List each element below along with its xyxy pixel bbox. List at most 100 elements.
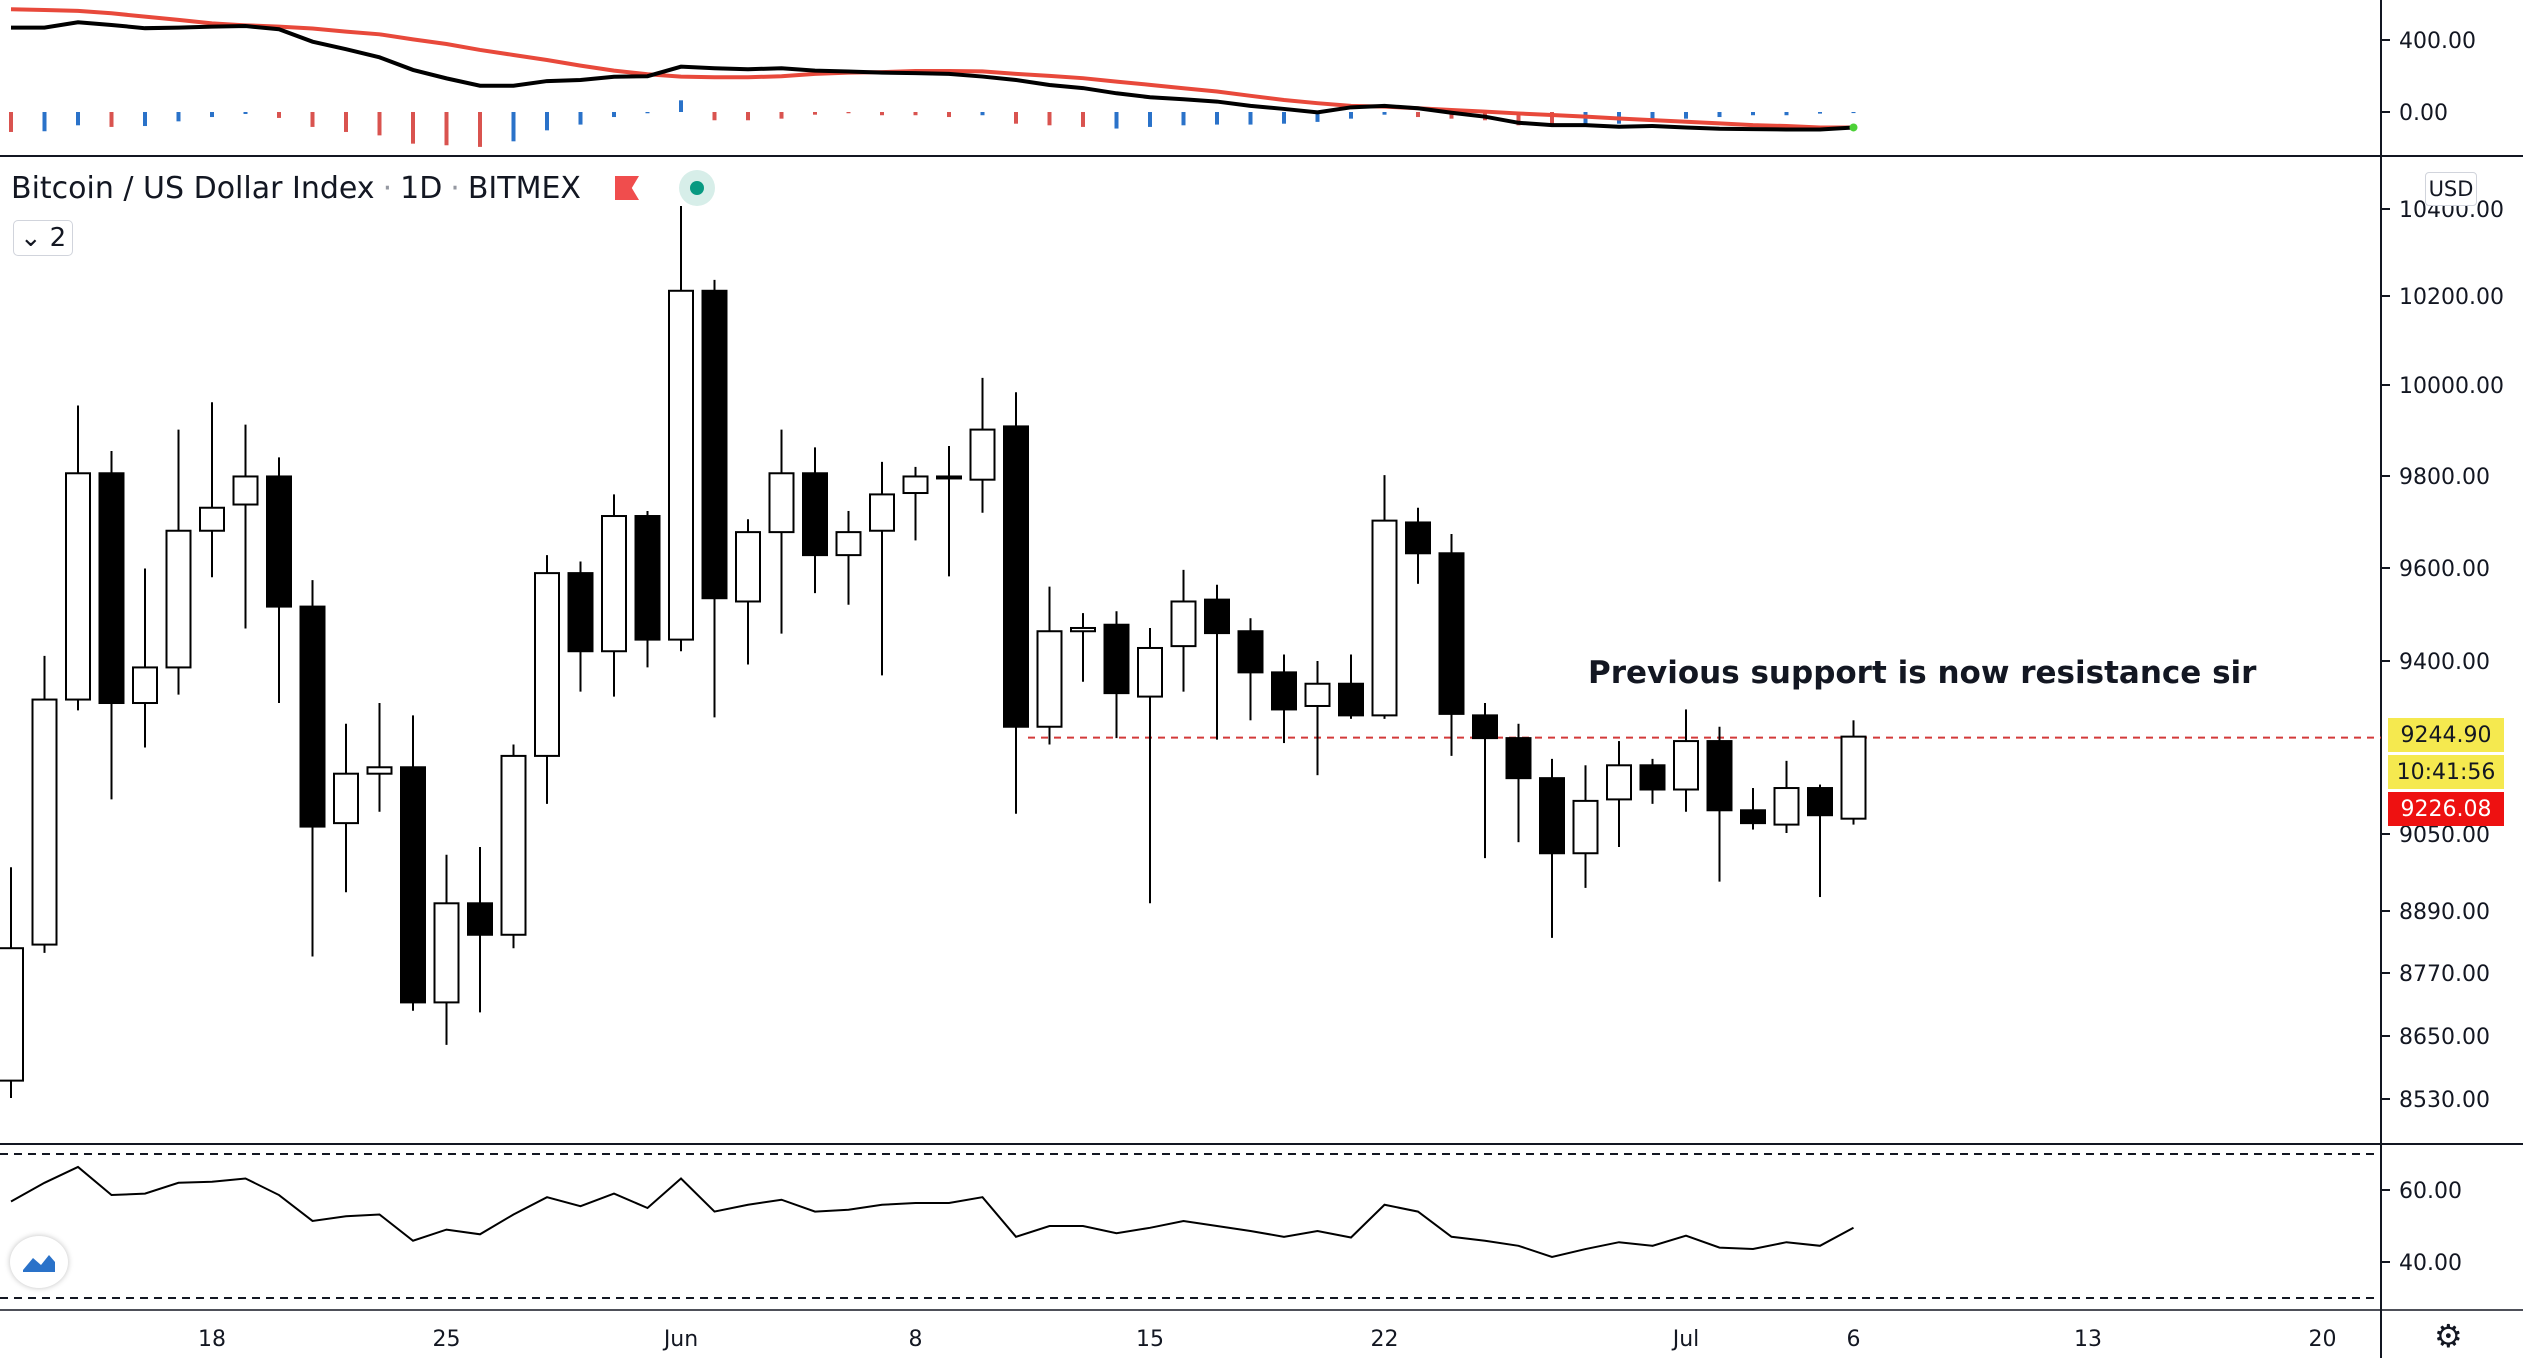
indicator-tick-label: 400.00 xyxy=(2399,29,2476,54)
horizontal-line-price-label: 9244.90 xyxy=(2388,718,2504,752)
candle xyxy=(500,754,527,936)
rsi-line xyxy=(10,1165,1854,1258)
cross-marker xyxy=(1849,123,1858,132)
candle xyxy=(1338,682,1364,717)
candle xyxy=(735,531,761,603)
candle xyxy=(65,472,91,701)
candle xyxy=(232,475,259,506)
candle xyxy=(1706,740,1733,812)
separator: · xyxy=(382,170,393,206)
symbol-name: Bitcoin / US Dollar Index xyxy=(11,170,375,206)
candle xyxy=(165,529,192,669)
candle xyxy=(1204,598,1230,635)
time-tick-label: 18 xyxy=(198,1327,226,1352)
candle xyxy=(1137,646,1163,698)
candle xyxy=(1438,552,1465,715)
candle xyxy=(869,493,895,532)
price-tick-label: 9400.00 xyxy=(2399,650,2490,675)
bar-countdown-label: 10:41:56 xyxy=(2388,755,2504,789)
symbol-legend[interactable]: Bitcoin / US Dollar Index · 1D · BITMEX xyxy=(11,170,715,206)
macd-line xyxy=(11,20,1854,132)
candle xyxy=(902,475,929,495)
candle xyxy=(1572,799,1599,855)
signal-line xyxy=(10,7,1854,130)
price-tick-label: 9800.00 xyxy=(2399,465,2490,490)
time-tick-label: 6 xyxy=(1847,1327,1861,1352)
settings-gear-icon[interactable]: ⚙ xyxy=(2434,1317,2463,1355)
candle xyxy=(1807,787,1833,817)
time-tick-label: 15 xyxy=(1136,1327,1164,1352)
rsi-tick-label: 60.00 xyxy=(2399,1179,2462,1204)
candle xyxy=(1606,764,1632,801)
rsi-tick-label: 40.00 xyxy=(2399,1251,2462,1276)
candle xyxy=(1773,787,1800,826)
candle xyxy=(299,605,326,828)
chevron-down-icon: ⌄ xyxy=(19,223,42,253)
time-tick-label: 8 xyxy=(909,1327,923,1352)
indicators-collapse-button[interactable]: ⌄ 2 xyxy=(13,220,73,256)
candle xyxy=(768,472,795,534)
candle xyxy=(0,947,24,1082)
candle xyxy=(835,531,862,557)
candle xyxy=(1170,600,1197,648)
candle xyxy=(266,475,292,608)
time-tick-label: Jul xyxy=(1671,1327,1700,1352)
last-price-label: 9226.08 xyxy=(2388,792,2504,826)
candle xyxy=(1673,740,1699,791)
price-tick-label: 8890.00 xyxy=(2399,900,2490,925)
candle xyxy=(802,472,828,557)
candle xyxy=(1304,682,1331,707)
interval[interactable]: 1D xyxy=(400,170,443,206)
flag-icon[interactable] xyxy=(615,176,639,200)
time-tick-label: 20 xyxy=(2309,1327,2337,1352)
candle xyxy=(936,475,962,480)
candle xyxy=(1840,735,1867,820)
exchange: BITMEX xyxy=(467,170,581,206)
price-tick-label: 8650.00 xyxy=(2399,1025,2490,1050)
candle xyxy=(1103,623,1130,695)
candle xyxy=(969,428,996,481)
price-tick-label: 10200.00 xyxy=(2399,285,2504,310)
candle xyxy=(1371,519,1398,717)
time-tick-label: 22 xyxy=(1371,1327,1399,1352)
candle xyxy=(634,515,661,641)
candle xyxy=(1237,630,1264,674)
price-tick-label: 8770.00 xyxy=(2399,962,2490,987)
time-tick-label: 13 xyxy=(2074,1327,2102,1352)
time-tick-label: Jun xyxy=(662,1327,698,1352)
currency-button[interactable]: USD xyxy=(2425,172,2477,206)
candle xyxy=(534,572,560,757)
candle xyxy=(132,666,158,705)
candle xyxy=(1070,626,1096,633)
candle xyxy=(366,766,393,775)
candle xyxy=(31,698,58,946)
price-tick-label: 9050.00 xyxy=(2399,823,2490,848)
candle xyxy=(98,472,125,705)
candle xyxy=(467,902,493,936)
time-tick-label: 25 xyxy=(433,1327,461,1352)
chart-annotation-text[interactable]: Previous support is now resistance sir xyxy=(1588,655,2257,691)
candle xyxy=(1472,714,1498,740)
candle xyxy=(668,289,694,641)
candle xyxy=(333,772,359,825)
separator: · xyxy=(450,170,460,206)
candle xyxy=(1740,809,1766,825)
indicator-tick-label: 0.00 xyxy=(2399,101,2448,126)
candle xyxy=(1539,777,1565,855)
candle xyxy=(1003,425,1029,728)
candle xyxy=(567,572,594,653)
candle xyxy=(1505,737,1532,780)
candle xyxy=(1405,521,1431,555)
price-tick-label: 10000.00 xyxy=(2399,374,2504,399)
candle xyxy=(601,515,627,653)
candle xyxy=(1036,630,1063,728)
candle xyxy=(433,902,460,1004)
candle xyxy=(199,506,225,532)
indicator-count: 2 xyxy=(49,223,67,253)
candle xyxy=(1639,764,1666,791)
tradingview-logo-icon[interactable] xyxy=(10,1236,68,1288)
market-open-dot-icon xyxy=(679,170,715,206)
candle xyxy=(701,289,728,600)
candle xyxy=(400,766,426,1004)
